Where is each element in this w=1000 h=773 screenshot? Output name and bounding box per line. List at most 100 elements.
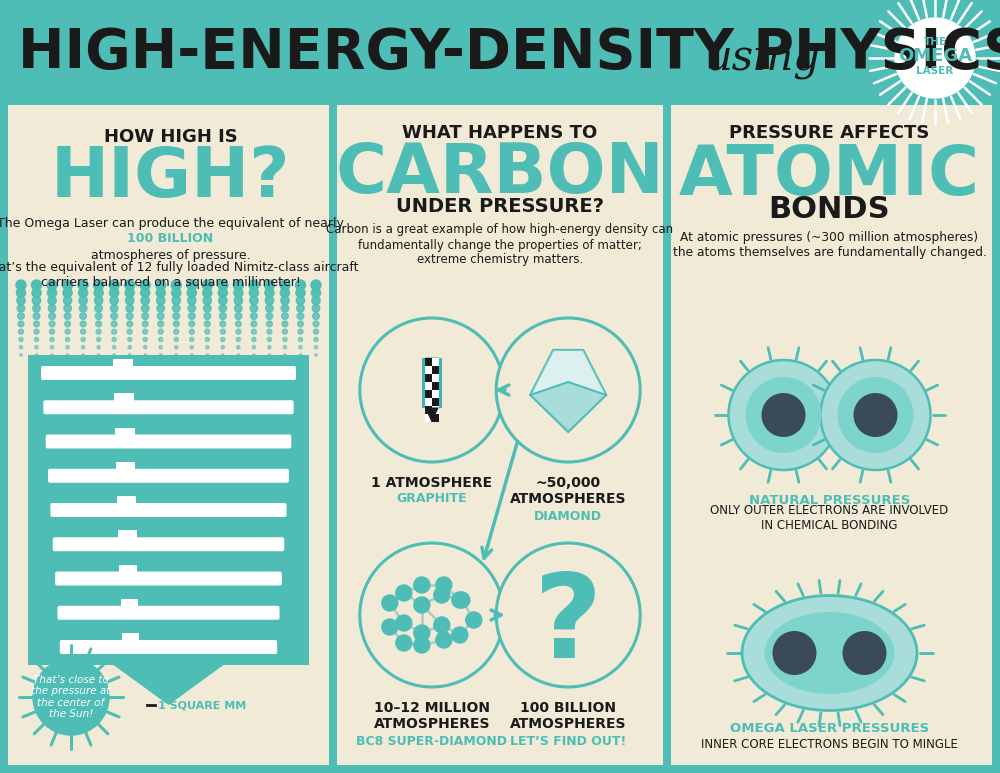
Bar [122,633,139,643]
Circle shape [111,321,117,327]
Circle shape [143,337,147,342]
Bar [432,373,439,382]
Circle shape [97,346,100,349]
Circle shape [66,346,69,349]
Text: The Omega Laser can produce the equivalent of nearly: The Omega Laser can produce the equivale… [0,216,344,230]
Bar [116,461,135,472]
Circle shape [172,296,180,305]
Circle shape [250,305,258,312]
Text: At atomic pressures (~300 million atmospheres)
the atoms themselves are fundamen: At atomic pressures (~300 million atmosp… [673,231,986,259]
Circle shape [280,280,290,290]
Circle shape [234,288,243,298]
Polygon shape [530,350,606,432]
Circle shape [125,280,135,290]
Circle shape [220,329,225,334]
Circle shape [187,288,196,298]
Circle shape [128,337,132,342]
Text: atmospheres of pressure.: atmospheres of pressure. [91,248,250,261]
Circle shape [34,321,39,327]
Circle shape [253,354,255,356]
Circle shape [268,346,271,349]
Circle shape [436,577,452,593]
Circle shape [159,346,162,349]
Circle shape [218,288,227,298]
Circle shape [172,288,181,298]
Circle shape [187,280,197,290]
Circle shape [251,313,257,319]
Circle shape [282,313,288,319]
Circle shape [235,305,242,312]
Circle shape [221,337,225,342]
Circle shape [112,346,116,349]
Circle shape [142,313,149,319]
Polygon shape [530,350,606,395]
Circle shape [314,329,318,334]
Ellipse shape [742,595,917,710]
Circle shape [382,595,398,611]
Circle shape [128,346,131,349]
Text: 100 BILLION: 100 BILLION [127,233,214,246]
Bar [425,406,432,414]
Circle shape [206,346,209,349]
Text: ONLY OUTER ELECTRONS ARE INVOLVED
IN CHEMICAL BONDING: ONLY OUTER ELECTRONS ARE INVOLVED IN CHE… [710,504,949,532]
FancyBboxPatch shape [46,434,291,448]
Circle shape [126,305,133,312]
Circle shape [414,597,430,613]
Circle shape [280,288,290,298]
Circle shape [266,313,273,319]
Circle shape [33,313,40,319]
Circle shape [205,329,210,334]
Circle shape [50,346,54,349]
Circle shape [202,280,212,290]
Circle shape [436,632,452,648]
Circle shape [251,321,257,327]
Circle shape [49,313,55,319]
Circle shape [110,305,118,312]
Circle shape [299,354,302,356]
Circle shape [220,313,226,319]
Text: HIGH-ENERGY-DENSITY PHYSICS: HIGH-ENERGY-DENSITY PHYSICS [18,26,1000,80]
Circle shape [94,288,103,298]
Text: INNER CORE ELECTRONS BEGIN TO MINGLE: INNER CORE ELECTRONS BEGIN TO MINGLE [701,738,958,751]
Circle shape [171,280,181,290]
Circle shape [191,354,193,356]
Circle shape [360,543,504,687]
Circle shape [360,318,504,462]
Circle shape [189,321,195,327]
FancyBboxPatch shape [53,537,284,551]
Circle shape [32,280,42,290]
Circle shape [236,337,240,342]
Text: BONDS: BONDS [769,195,890,223]
Circle shape [762,393,806,437]
Circle shape [97,337,101,342]
Circle shape [143,329,148,334]
Circle shape [126,313,133,319]
Circle shape [81,337,85,342]
Circle shape [496,543,640,687]
Circle shape [96,329,101,334]
Circle shape [188,313,195,319]
Circle shape [66,354,69,356]
Polygon shape [28,355,309,705]
Circle shape [175,346,178,349]
FancyBboxPatch shape [55,571,282,585]
Circle shape [297,305,304,312]
Circle shape [110,288,119,298]
Text: DIAMOND: DIAMOND [534,510,602,523]
Circle shape [33,305,40,312]
Circle shape [382,619,398,635]
Circle shape [219,305,227,312]
Text: UNDER PRESSURE?: UNDER PRESSURE? [396,197,604,216]
Text: HOW HIGH IS: HOW HIGH IS [104,128,237,146]
Bar [422,357,425,407]
Circle shape [112,337,116,342]
Circle shape [296,296,305,305]
Bar [425,382,432,390]
Circle shape [35,346,38,349]
Circle shape [252,346,256,349]
Circle shape [159,354,162,356]
Bar [432,366,439,373]
Circle shape [79,288,88,298]
Circle shape [313,313,319,319]
Circle shape [396,585,412,601]
